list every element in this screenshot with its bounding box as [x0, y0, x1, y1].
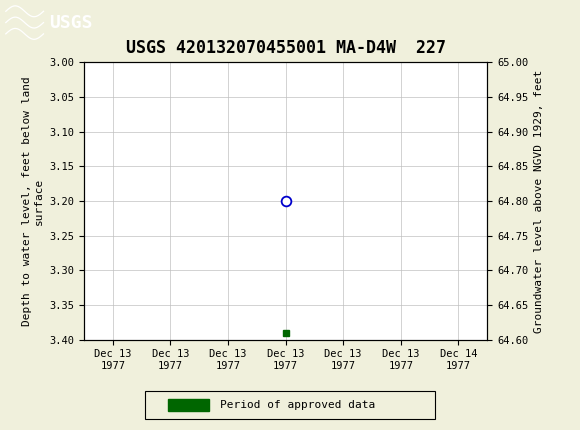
Text: USGS: USGS — [49, 15, 93, 33]
Text: Period of approved data: Period of approved data — [220, 400, 376, 410]
Y-axis label: Depth to water level, feet below land
surface: Depth to water level, feet below land su… — [22, 76, 44, 326]
FancyBboxPatch shape — [145, 391, 435, 419]
Y-axis label: Groundwater level above NGVD 1929, feet: Groundwater level above NGVD 1929, feet — [534, 69, 543, 333]
Title: USGS 420132070455001 MA-D4W  227: USGS 420132070455001 MA-D4W 227 — [126, 39, 445, 57]
Bar — [168, 399, 209, 412]
